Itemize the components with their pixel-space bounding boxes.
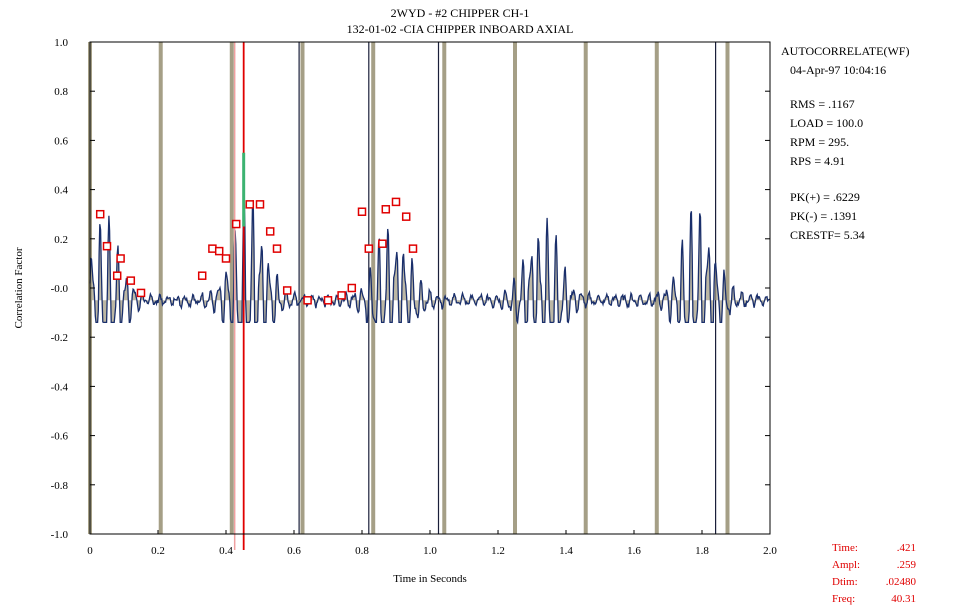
y-tick-label: -0.8 [51, 480, 69, 492]
cursor-readout: Time: .421 Ampl: .259 Dtim: .02480 Freq:… [832, 542, 917, 605]
chart-title: 2WYD - #2 CHIPPER CH-1 [391, 6, 530, 20]
waveform-trace [89, 189, 771, 325]
x-tick-label: 0.8 [355, 545, 369, 557]
info-pk-neg: PK(-) = .1391 [790, 209, 857, 223]
peak-marker [401, 212, 411, 221]
peak-marker [95, 209, 105, 219]
chart-subtitle: 132-01-02 -CIA CHIPPER INBOARD AXIAL [347, 22, 574, 36]
peak-marker [303, 296, 312, 305]
y-axis: 1.0 0.8 0.6 0.4 0.2 -0.0 -0.2 -0.4 -0.6 -0.8 -1.0 [51, 37, 770, 541]
readout-ampl-label: Ampl: [832, 559, 860, 571]
peak-marker [245, 200, 255, 209]
revolution-marker [229, 42, 234, 534]
peak-marker [337, 291, 346, 300]
peak-marker [323, 296, 333, 305]
x-tick-label: 0.4 [219, 545, 233, 557]
x-tick-label: 0.6 [287, 545, 301, 557]
readout-dtim-value: .02480 [886, 576, 917, 588]
info-panel: AUTOCORRELATE(WF) 04-Apr-97 10:04:16 RMS… [781, 44, 909, 242]
x-tick-label: 1.6 [627, 545, 641, 557]
x-tick-label: 0 [87, 545, 93, 557]
revolution-marker [442, 42, 447, 534]
peak-marker [408, 244, 418, 253]
readout-ampl-value: .259 [897, 559, 917, 571]
x-tick-label: 1.0 [423, 545, 437, 557]
x-tick-label: 1.2 [491, 545, 505, 557]
peak-marker [364, 244, 374, 253]
info-datetime: 04-Apr-97 10:04:16 [790, 63, 886, 77]
peak-marker [381, 205, 391, 214]
peak-marker [347, 283, 357, 293]
peak-marker [116, 254, 125, 263]
peak-marker [102, 241, 112, 251]
x-tick-label: 2.0 [763, 545, 777, 557]
peak-marker [378, 239, 387, 248]
info-pk-pos: PK(+) = .6229 [790, 190, 860, 204]
y-tick-label: 0.6 [54, 135, 68, 147]
x-tick-label: 1.4 [559, 545, 573, 557]
readout-time-label: Time: [832, 542, 858, 554]
peak-marker [255, 200, 265, 209]
peak-marker [272, 244, 282, 253]
y-tick-label: -0.6 [51, 431, 69, 443]
revolution-marker [725, 42, 730, 534]
info-load: LOAD = 100.0 [790, 116, 863, 130]
y-tick-label: 0.4 [54, 185, 68, 197]
y-tick-label: -0.4 [51, 381, 69, 393]
peak-marker [126, 276, 136, 285]
peak-marker [282, 286, 292, 295]
peak-marker [231, 219, 241, 229]
revolution-marker [300, 42, 305, 534]
peak-marker [208, 244, 217, 253]
x-axis-label: Time in Seconds [393, 573, 467, 585]
peak-marker [221, 254, 231, 263]
y-tick-label: -0.2 [51, 332, 68, 344]
y-tick-label: 0.2 [54, 234, 68, 246]
revolution-marker [371, 42, 376, 534]
info-rpm: RPM = 295. [790, 135, 849, 149]
info-rms: RMS = .1167 [790, 97, 855, 111]
peak-marker [136, 288, 146, 298]
peak-marker [391, 197, 401, 207]
x-axis: 0 0.2 0.4 0.6 0.8 1.0 1.2 1.4 1.6 1.8 2.0 [87, 530, 777, 557]
readout-freq-label: Freq: [832, 593, 855, 605]
trace-line [89, 189, 771, 325]
peak-marker [265, 227, 275, 236]
revolution-marker [158, 42, 163, 534]
x-tick-label: 1.8 [695, 545, 709, 557]
peak-marker [357, 207, 367, 216]
peak-marker [112, 271, 122, 280]
info-rps: RPS = 4.91 [790, 154, 845, 168]
revolution-marker [583, 42, 588, 534]
readout-freq-value: 40.31 [891, 593, 916, 605]
revolution-marker [654, 42, 659, 534]
trace-fill [90, 189, 770, 323]
y-tick-label: 0.8 [54, 86, 68, 98]
peak-marker [197, 271, 207, 280]
cursor[interactable] [233, 42, 246, 550]
y-axis-label: Correlation Factor [13, 247, 25, 328]
peak-marker [214, 246, 224, 256]
info-crestf: CRESTF= 5.34 [790, 228, 865, 242]
y-tick-label: -0.0 [51, 283, 69, 295]
y-tick-label: 1.0 [54, 37, 68, 49]
x-tick-label: 0.2 [151, 545, 165, 557]
readout-time-value: .421 [897, 542, 916, 554]
peak-markers [95, 197, 418, 305]
y-tick-label: -1.0 [51, 529, 69, 541]
readout-dtim-label: Dtim: [832, 576, 858, 588]
info-heading: AUTOCORRELATE(WF) [781, 44, 909, 58]
